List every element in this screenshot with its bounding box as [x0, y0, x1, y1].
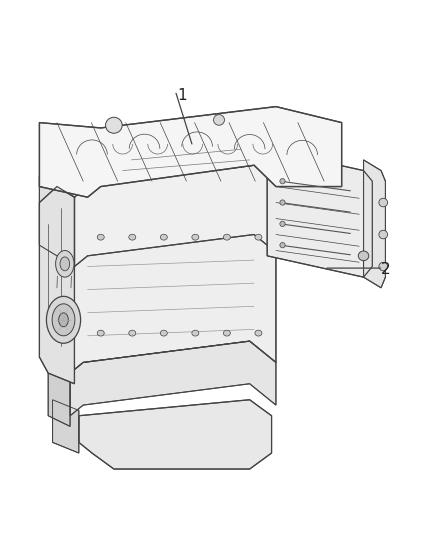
- Ellipse shape: [129, 330, 136, 336]
- Polygon shape: [53, 187, 74, 266]
- Ellipse shape: [379, 230, 388, 239]
- Ellipse shape: [255, 235, 262, 240]
- Ellipse shape: [358, 251, 369, 261]
- Polygon shape: [79, 400, 272, 469]
- Ellipse shape: [46, 296, 81, 343]
- Ellipse shape: [59, 313, 68, 327]
- Ellipse shape: [160, 235, 167, 240]
- Polygon shape: [364, 160, 385, 288]
- Text: 1: 1: [177, 88, 187, 103]
- Ellipse shape: [255, 330, 262, 336]
- Ellipse shape: [52, 304, 75, 336]
- Polygon shape: [74, 165, 280, 266]
- Polygon shape: [39, 176, 74, 266]
- Ellipse shape: [129, 235, 136, 240]
- Ellipse shape: [106, 117, 122, 133]
- Ellipse shape: [223, 330, 230, 336]
- Polygon shape: [39, 187, 74, 384]
- Ellipse shape: [214, 115, 224, 125]
- Ellipse shape: [379, 198, 388, 207]
- Polygon shape: [53, 400, 79, 453]
- Polygon shape: [70, 341, 276, 416]
- Ellipse shape: [56, 251, 74, 277]
- Text: 2: 2: [381, 262, 390, 277]
- Ellipse shape: [280, 243, 285, 248]
- Polygon shape: [39, 107, 342, 197]
- Ellipse shape: [160, 330, 167, 336]
- Ellipse shape: [280, 200, 285, 205]
- Polygon shape: [267, 149, 372, 277]
- Polygon shape: [70, 229, 276, 373]
- Ellipse shape: [60, 257, 70, 271]
- Ellipse shape: [97, 330, 104, 336]
- Ellipse shape: [223, 235, 230, 240]
- Ellipse shape: [97, 235, 104, 240]
- Polygon shape: [48, 352, 70, 426]
- Ellipse shape: [280, 179, 285, 184]
- Ellipse shape: [192, 235, 199, 240]
- Ellipse shape: [192, 330, 199, 336]
- Ellipse shape: [379, 262, 388, 271]
- Ellipse shape: [280, 221, 285, 227]
- Polygon shape: [48, 251, 70, 373]
